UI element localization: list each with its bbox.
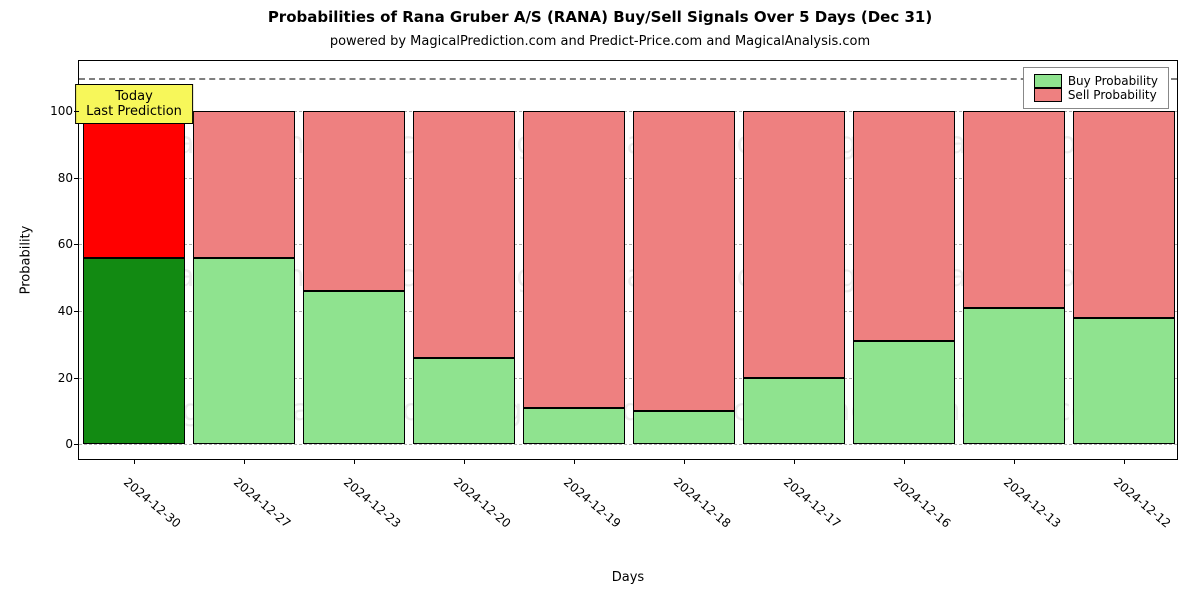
legend-item: Sell Probability	[1034, 88, 1158, 102]
xtick-label: 2024-12-30	[121, 475, 183, 531]
bar-sell	[853, 111, 954, 341]
xtick-label: 2024-12-19	[561, 475, 623, 531]
bar-sell	[193, 111, 294, 258]
x-axis-label: Days	[78, 570, 1178, 585]
ytick-label: 100	[50, 104, 79, 118]
xtick-mark	[244, 459, 245, 464]
y-axis-label: Probability	[19, 226, 34, 295]
xtick-mark	[134, 459, 135, 464]
chart-subtitle: powered by MagicalPrediction.com and Pre…	[0, 34, 1200, 49]
xtick-label: 2024-12-12	[1111, 475, 1173, 531]
ytick-label: 0	[65, 437, 79, 451]
xtick-label: 2024-12-16	[891, 475, 953, 531]
bar-sell	[743, 111, 844, 378]
bar-buy	[1073, 318, 1174, 445]
xtick-label: 2024-12-20	[451, 475, 513, 531]
grid-line	[79, 444, 1177, 445]
chart-legend: Buy ProbabilitySell Probability	[1023, 67, 1169, 109]
bar-buy	[633, 411, 734, 444]
bar-buy	[743, 378, 844, 445]
xtick-mark	[684, 459, 685, 464]
xtick-mark	[1124, 459, 1125, 464]
ytick-label: 40	[58, 304, 79, 318]
annotation-line1: Today	[86, 89, 182, 104]
bar-buy	[413, 358, 514, 445]
ytick-label: 20	[58, 371, 79, 385]
bar-sell	[303, 111, 404, 291]
ytick-label: 80	[58, 171, 79, 185]
xtick-mark	[904, 459, 905, 464]
bar-buy	[193, 258, 294, 445]
today-annotation: TodayLast Prediction	[75, 84, 193, 124]
xtick-mark	[354, 459, 355, 464]
chart-wrapper: Probabilities of Rana Gruber A/S (RANA) …	[0, 0, 1200, 600]
bar-sell	[523, 111, 624, 408]
xtick-label: 2024-12-23	[341, 475, 403, 531]
ytick-label: 60	[58, 237, 79, 251]
bar-sell	[413, 111, 514, 358]
annotation-line2: Last Prediction	[86, 104, 182, 119]
plot-area: MagicalAnalysis.com MagicalAnalysis.com …	[78, 60, 1178, 460]
legend-label: Sell Probability	[1068, 88, 1157, 102]
legend-swatch	[1034, 88, 1062, 102]
legend-swatch	[1034, 74, 1062, 88]
xtick-mark	[794, 459, 795, 464]
xtick-label: 2024-12-27	[231, 475, 293, 531]
bar-buy	[853, 341, 954, 444]
bar-sell	[633, 111, 734, 411]
bar-buy	[963, 308, 1064, 445]
bar-buy	[303, 291, 404, 444]
xtick-mark	[574, 459, 575, 464]
bar-buy	[83, 258, 184, 445]
xtick-mark	[1014, 459, 1015, 464]
bar-buy	[523, 408, 624, 445]
bar-sell	[1073, 111, 1174, 318]
reference-line	[79, 78, 1177, 80]
bar-sell	[83, 111, 184, 258]
legend-item: Buy Probability	[1034, 74, 1158, 88]
xtick-mark	[464, 459, 465, 464]
legend-label: Buy Probability	[1068, 74, 1158, 88]
xtick-label: 2024-12-13	[1001, 475, 1063, 531]
chart-title: Probabilities of Rana Gruber A/S (RANA) …	[0, 8, 1200, 26]
bar-sell	[963, 111, 1064, 308]
xtick-label: 2024-12-17	[781, 475, 843, 531]
xtick-label: 2024-12-18	[671, 475, 733, 531]
